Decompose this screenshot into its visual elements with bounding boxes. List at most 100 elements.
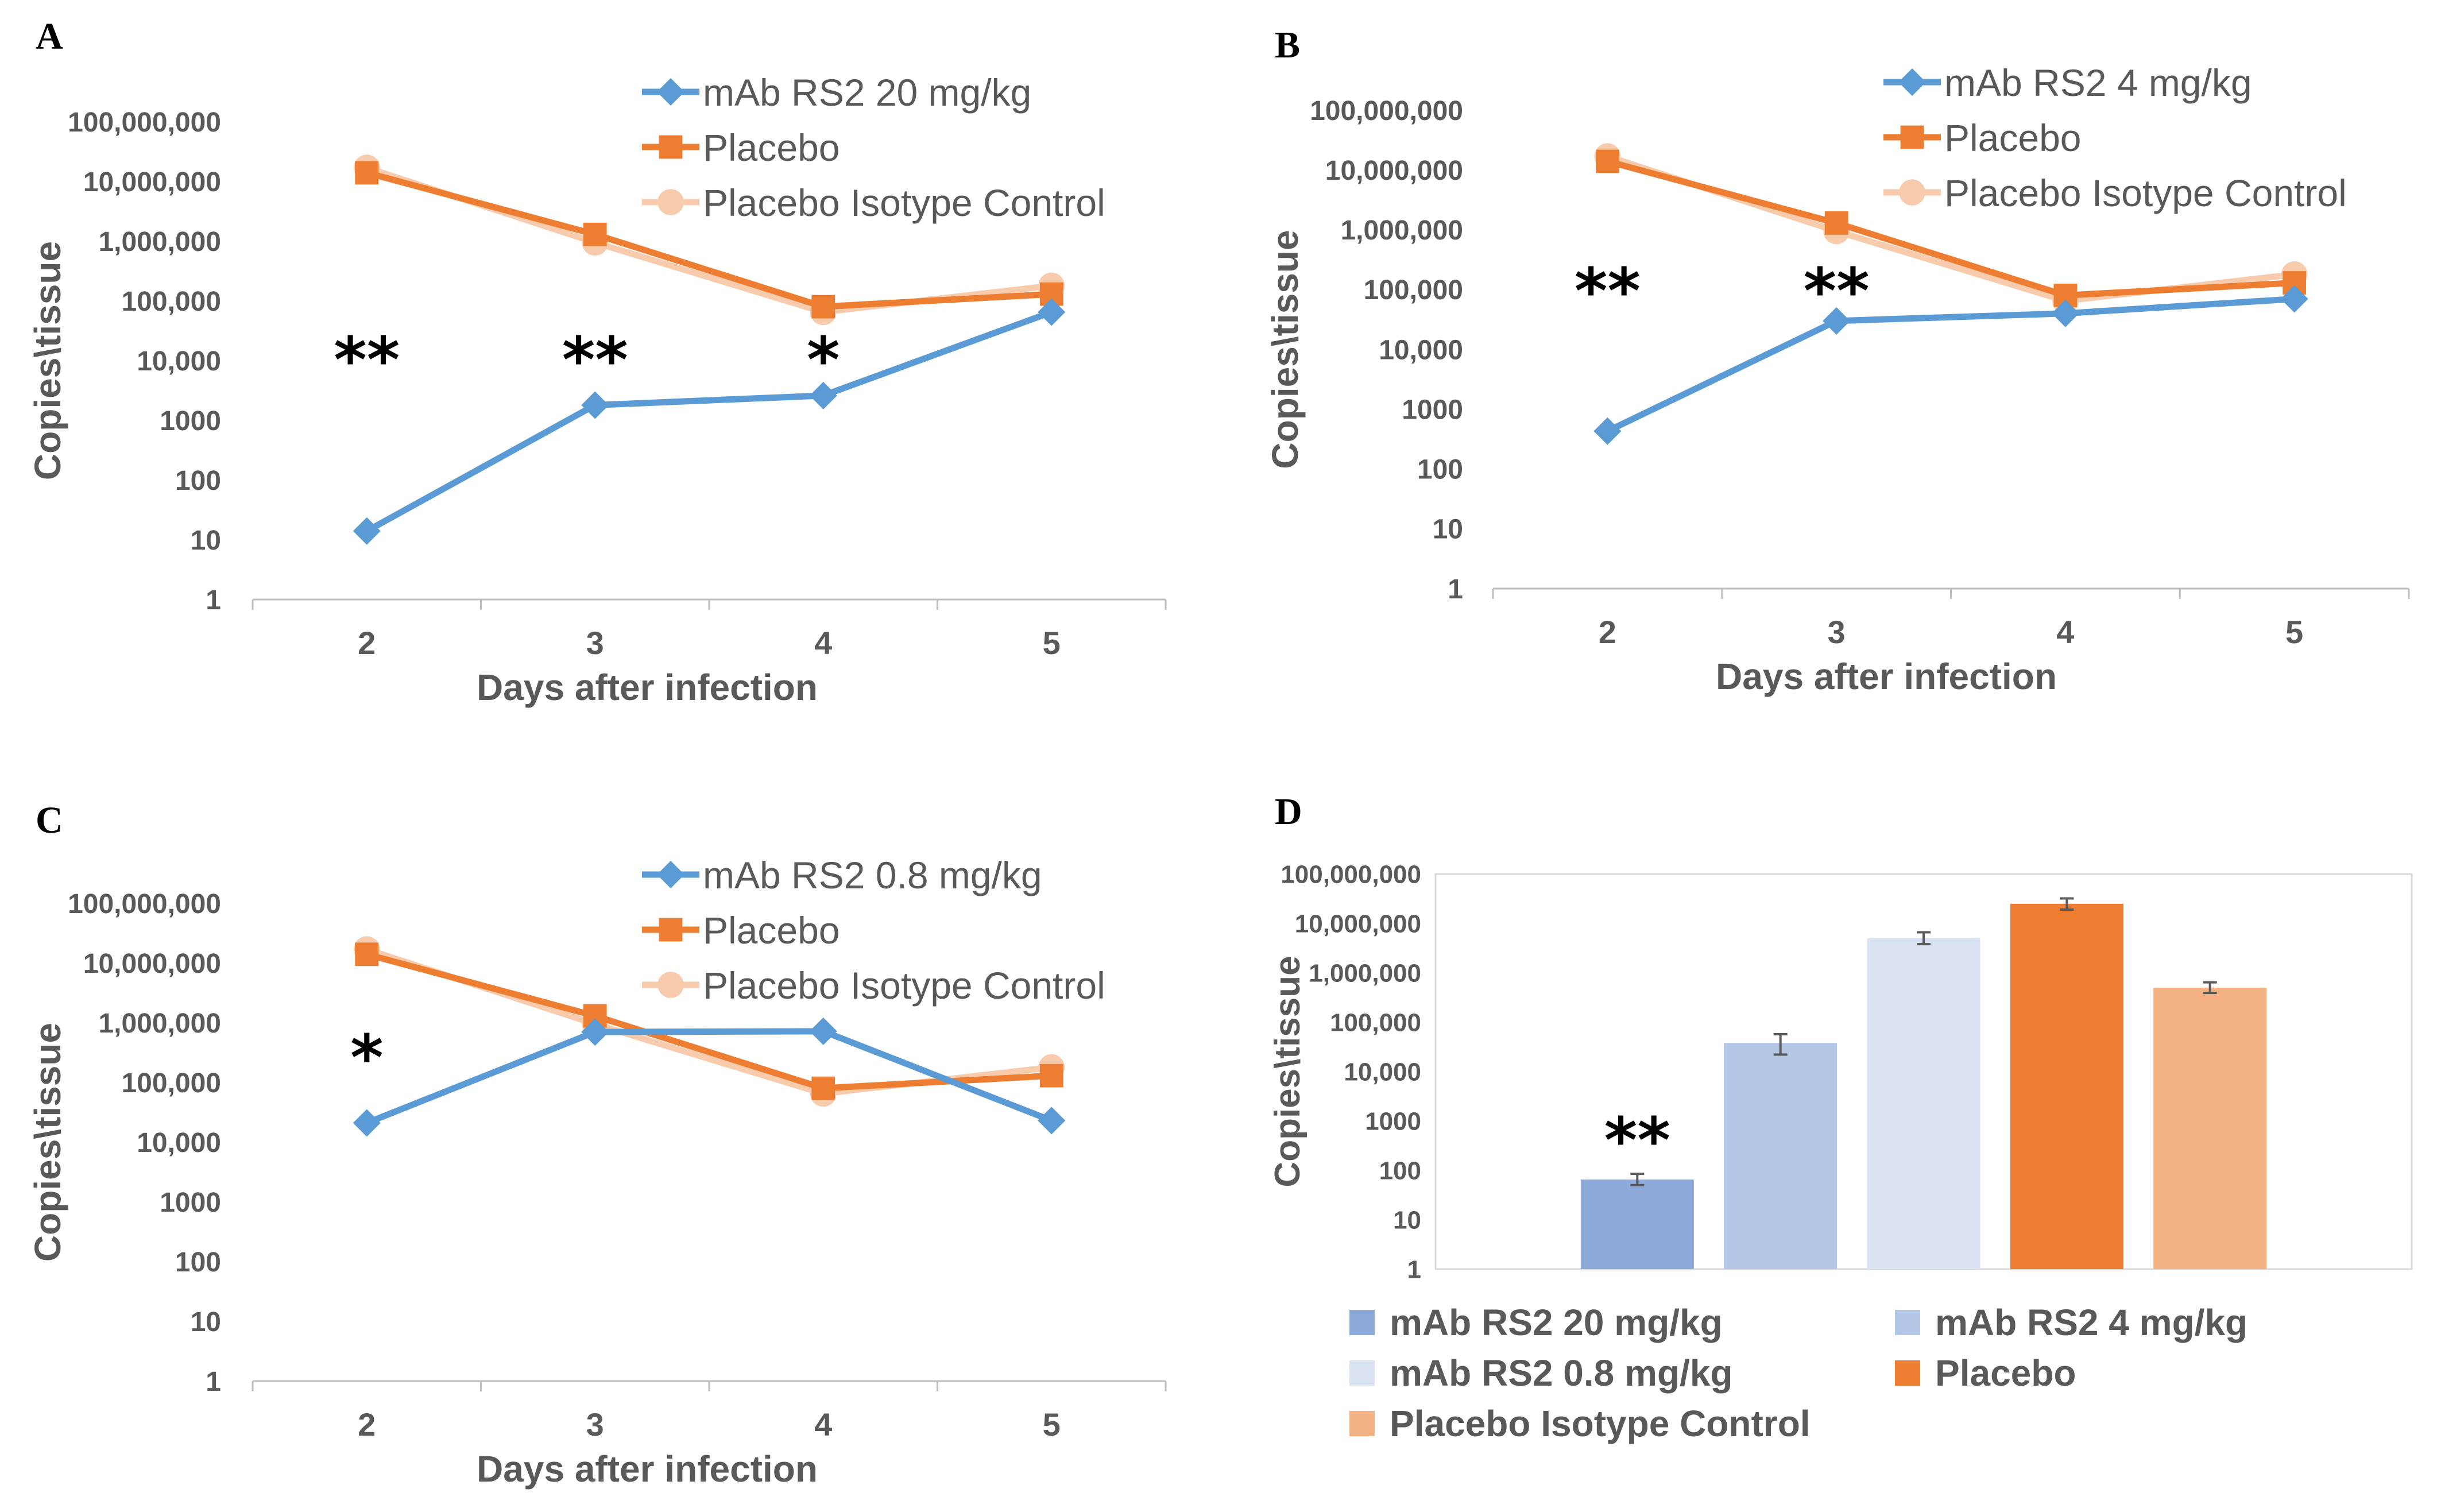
data-point [2280,285,2308,313]
x-tick-label: 5 [2285,614,2303,650]
legend-marker [659,918,683,942]
data-point [353,517,381,545]
legend-marker [1900,125,1924,149]
panel-a: A 1 10 100 1000 10,000 100,000 1,000,000 10,000,… [27,16,1167,708]
bar [1724,1043,1838,1269]
x-tick-label: 4 [814,1406,832,1443]
legend-swatch [1895,1310,1920,1335]
y-tick-label: 10 [1393,1206,1421,1234]
panel-letter: B [1275,24,1300,66]
bar [2153,987,2267,1269]
y-tick-label: 100,000,000 [1281,860,1421,888]
legend-marker [1898,68,1926,96]
significance-marker: ** [334,323,400,397]
y-axis-label: Copies\tissue [1264,230,1306,469]
x-tick-label: 4 [814,625,832,661]
legend-marker [657,972,684,998]
y-tick-label: 1 [1407,1255,1421,1283]
legend-label: Placebo [703,126,840,169]
y-tick-label: 1000 [1402,395,1463,425]
x-tick-label: 3 [1828,614,1846,650]
y-tick-label: 1 [1448,574,1463,605]
x-tick-label: 3 [586,1406,604,1443]
data-point [1824,211,1848,235]
significance-marker: ** [1804,254,1870,328]
y-tick-label: 10,000 [137,1128,221,1158]
legend-marker [657,78,684,106]
bar [2010,903,2123,1269]
y-tick-label: 10 [191,525,221,556]
data-point [1593,417,1622,445]
panel-letter: D [1275,791,1302,833]
x-axis-label: Days after infection [1716,656,2057,697]
legend-item: Placebo [1895,1352,2076,1394]
legend-item: mAb RS2 4 mg/kg [1883,61,2252,104]
y-tick-label: 1 [206,585,221,616]
series-line [366,169,1052,310]
panel-letter: A [36,16,63,57]
legend-marker [1899,179,1925,206]
y-tick-label: 100,000,000 [68,107,221,138]
legend-label: Placebo [1935,1352,2076,1394]
y-tick-label: 1,000,000 [1340,215,1463,246]
y-tick-label: 100,000 [121,1068,221,1099]
data-point [355,161,379,185]
legend-item: Placebo [1883,117,2082,159]
x-tick-label: 4 [2056,614,2074,650]
y-tick-label: 100,000 [121,287,221,317]
y-tick-label: 1,000,000 [98,1008,221,1039]
data-point [1039,1064,1063,1088]
panel-letter: C [36,799,63,841]
y-tick-label: 100 [175,466,221,496]
legend-item: mAb RS2 0.8 mg/kg [642,854,1042,896]
legend-label: mAb RS2 20 mg/kg [1390,1302,1723,1343]
legend-item: mAb RS2 20 mg/kg [642,71,1031,114]
significance-marker: * [807,323,840,397]
legend-marker [659,135,683,159]
data-point [583,222,607,246]
y-tick-label: 1 [206,1367,221,1397]
panel-d: D 1 10 100 1000 10,000 100,000 1,000,000 10,000,… [1268,791,2413,1444]
significance-marker: ** [1575,254,1641,328]
y-axis-label: Copies\tissue [27,241,68,480]
data-point [581,1018,609,1046]
data-point [355,942,379,966]
data-point [811,295,835,319]
y-tick-label: 1,000,000 [1309,959,1421,987]
series-line [1606,158,2295,299]
y-tick-label: 10,000,000 [83,167,221,198]
y-tick-label: 1,000,000 [98,227,221,257]
series-placebo [355,161,1063,319]
y-tick-label: 10,000,000 [1295,910,1421,938]
legend-item: Placebo Isotype Control [1883,172,2347,214]
x-tick-label: 5 [1043,1406,1061,1443]
data-point [809,1017,837,1045]
y-tick-label: 100 [1417,455,1463,485]
legend-label: Placebo [1944,117,2082,159]
x-tick-label: 2 [358,625,376,661]
significance-marker: ** [1604,1104,1670,1177]
data-point [1823,307,1851,335]
legend-swatch [1349,1360,1375,1386]
panel-c: C 1 10 100 1000 10,000 100,000 1,000,000 10,000,… [27,799,1167,1490]
legend-label: Placebo Isotype Control [703,964,1105,1007]
significance-marker: ** [562,323,628,397]
y-tick-label: 100 [1379,1157,1421,1185]
x-tick-label: 5 [1043,625,1061,661]
legend-item: Placebo Isotype Control [642,964,1105,1007]
data-point [811,1076,835,1100]
data-point [2051,299,2079,327]
y-tick-label: 100,000 [1363,275,1463,306]
data-point [1038,298,1066,326]
panel-b: B 1 10 100 1000 10,000 100,000 1,000,000 10,000,… [1264,24,2410,697]
y-axis-label: Copies\tissue [27,1023,68,1262]
series-line [1606,296,2295,434]
legend-label: mAb RS2 20 mg/kg [703,71,1031,114]
data-point [1595,149,1619,173]
legend-item: Placebo [642,909,840,952]
legend-swatch [1895,1360,1920,1386]
y-tick-label: 10 [1433,515,1463,545]
y-tick-label: 10,000,000 [1325,156,1463,186]
series-line [365,309,1053,534]
bar [1580,1180,1694,1269]
